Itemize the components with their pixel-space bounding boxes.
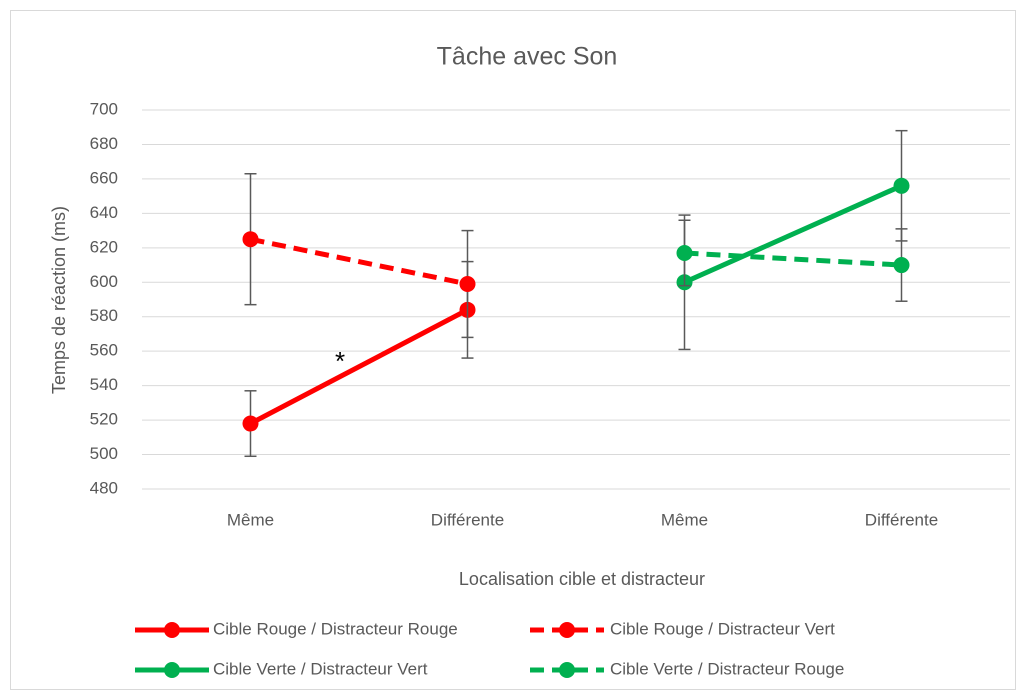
series-line — [249, 236, 469, 287]
y-tick-label: 680 — [90, 134, 118, 153]
series-line — [683, 183, 903, 285]
y-tick-label: 700 — [90, 99, 118, 118]
legend-marker — [164, 622, 180, 638]
y-tick-label: 480 — [90, 478, 118, 497]
marker — [676, 244, 693, 261]
x-tick-label: Même — [661, 510, 708, 529]
y-tick-label: 640 — [90, 203, 118, 222]
chart-title: Tâche avec Son — [437, 43, 618, 71]
marker — [242, 415, 259, 432]
series-line — [249, 307, 469, 426]
y-tick-label: 500 — [90, 444, 118, 463]
x-tick-label: Différente — [865, 510, 938, 529]
marker — [893, 177, 910, 194]
y-tick-label: 560 — [90, 341, 118, 360]
y-tick-label: 580 — [90, 306, 118, 325]
legend-label: Cible Verte / Distracteur Vert — [213, 659, 428, 678]
legend-marker — [164, 662, 180, 678]
x-tick-label: Différente — [431, 510, 504, 529]
y-tick-label: 660 — [90, 168, 118, 187]
legend-marker — [559, 622, 575, 638]
marker — [893, 257, 910, 274]
y-tick-label: 620 — [90, 237, 118, 256]
legend-label: Cible Rouge / Distracteur Rouge — [213, 619, 458, 638]
legend-label: Cible Rouge / Distracteur Vert — [610, 619, 835, 638]
series-line — [684, 250, 902, 268]
marker — [459, 275, 476, 292]
y-tick-label: 520 — [90, 410, 118, 429]
chart-border — [10, 10, 1016, 690]
y-axis-label: Temps de réaction (ms) — [49, 206, 69, 394]
legend-label: Cible Verte / Distracteur Rouge — [610, 659, 844, 678]
x-tick-label: Même — [227, 510, 274, 529]
y-tick-label: 540 — [90, 375, 118, 394]
x-axis-label: Localisation cible et distracteur — [459, 569, 705, 589]
annotation: * — [335, 346, 345, 376]
y-tick-label: 600 — [90, 272, 118, 291]
legend-marker — [559, 662, 575, 678]
marker — [242, 231, 259, 248]
